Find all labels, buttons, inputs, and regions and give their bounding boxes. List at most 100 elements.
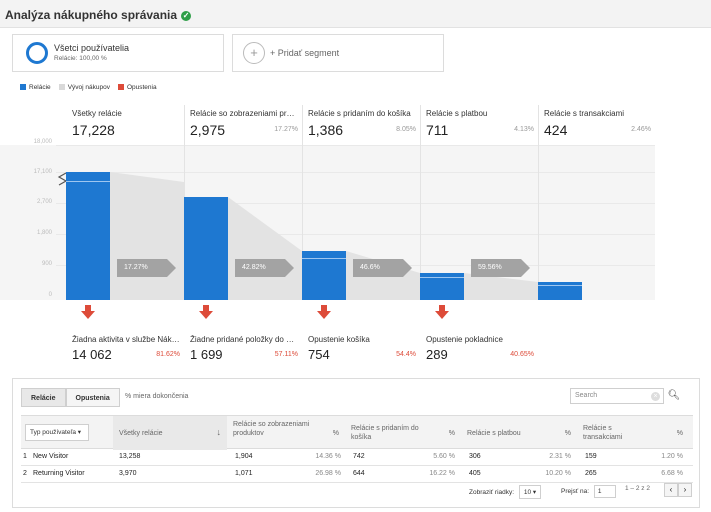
rows-label: Zobraziť riadky:: [469, 489, 515, 496]
cell-transactions: 159: [585, 453, 597, 460]
dropoff-arrow-icon: [199, 305, 213, 319]
col-header-payment[interactable]: Relácie s platbou: [467, 430, 521, 437]
legend-swatch: [58, 84, 65, 90]
step-value: 17,228: [72, 122, 115, 138]
row-user-type[interactable]: Returning Visitor: [33, 470, 85, 477]
flow-band: [110, 172, 184, 300]
col-header-views[interactable]: Relácie so zobrazeniami produktov: [233, 421, 310, 437]
bar-transactions[interactable]: [538, 282, 582, 300]
step-value: 2,975: [190, 122, 226, 138]
goto-page: Prejsť na: 1: [561, 485, 616, 498]
col-header-transactions[interactable]: Relácie s transakciami: [583, 425, 623, 441]
bar-product-views[interactable]: [184, 197, 228, 300]
funnel-step-transaction: Relácie s transakciami 424 2.46%: [538, 105, 655, 145]
funnel-step-payment: Relácie s platbou 711 4.13%: [420, 105, 538, 145]
dropoff-arrow-icon: [435, 305, 449, 319]
bar-split: [538, 285, 582, 286]
step-pct: 17.27%: [274, 126, 298, 133]
col-header-cart[interactable]: Relácie s pridaním do košíka: [351, 425, 419, 441]
clear-search-icon[interactable]: ×: [651, 392, 660, 401]
search-icon[interactable]: 🔍︎: [667, 390, 681, 401]
col-header-pct[interactable]: %: [564, 430, 571, 437]
y-tick-label: 17,100: [33, 169, 52, 175]
legend-item-abandon: Opustenia: [117, 84, 157, 91]
axis-break-icon: [57, 172, 68, 186]
legend-item-sessions: Relácie: [20, 84, 51, 91]
dropoff-arrow-icon: [317, 305, 331, 319]
add-segment-button[interactable]: + Pridať segment: [232, 34, 444, 72]
cell-payment: 306: [469, 453, 481, 460]
dropoff-checkout-abandon[interactable]: Opustenie pokladnice 289 40.65%: [420, 325, 538, 369]
prev-page-icon[interactable]: ‹: [664, 483, 678, 497]
goto-label: Prejsť na:: [561, 488, 590, 495]
dropoff-value: 1 699: [190, 347, 223, 362]
dropoff-pct: 57.11%: [274, 351, 298, 358]
dimension-select[interactable]: Typ používateľa ▾: [25, 424, 89, 441]
add-segment-label: + Pridať segment: [270, 48, 340, 58]
verified-check-icon: ✓: [181, 11, 192, 21]
cell-cart: 742: [353, 453, 365, 460]
dropoff-no-activity[interactable]: Žiadna aktivita v službe Nák… 14 062 81.…: [66, 325, 184, 369]
goto-input[interactable]: 1: [593, 485, 616, 498]
col-header-all-sessions[interactable]: Všetky relácie ↓: [113, 416, 227, 450]
col-header-pct[interactable]: %: [448, 430, 455, 437]
bar-all-sessions[interactable]: [66, 172, 110, 300]
step-label: Všetky relácie: [72, 109, 122, 118]
dropoff-label: Žiadne pridané položky do …: [190, 335, 295, 344]
cell-payment-pct: 10.20 %: [545, 470, 571, 477]
cell-cart-pct: 5.60 %: [433, 453, 455, 460]
funnel-step-cart: Relácie s pridaním do košíka 1,386 8.05%: [302, 105, 420, 145]
step-label: Relácie s pridaním do košíka: [308, 109, 411, 118]
header-bar: Analýza nákupného správania ✓: [0, 0, 711, 28]
legend-swatch: [20, 84, 26, 90]
column-divider: [538, 105, 539, 300]
table-row[interactable]: 2 Returning Visitor 3,970 1,071 26.98 % …: [21, 466, 693, 483]
next-page-icon[interactable]: ›: [678, 483, 692, 497]
pagination: ‹ ›: [664, 483, 692, 497]
cell-cart-pct: 16.22 %: [429, 470, 455, 477]
table-tabs: Relácie Opustenia: [21, 388, 120, 407]
dropoff-no-cart[interactable]: Žiadne pridané položky do … 1 699 57.11%: [184, 325, 302, 369]
flow-rate-arrow: 46.6%: [353, 259, 412, 277]
dropoff-pct: 40.65%: [510, 351, 534, 358]
cell-transactions: 265: [585, 470, 597, 477]
search-placeholder: Search: [575, 392, 598, 399]
dropoff-cart-abandon[interactable]: Opustenie košíka 754 54.4%: [302, 325, 420, 369]
step-pct: 2.46%: [631, 126, 651, 133]
dropoff-value: 14 062: [72, 347, 112, 362]
cell-payment-pct: 2.31 %: [549, 453, 571, 460]
segment-ring-icon: [26, 42, 48, 64]
dropoff-pct: 54.4%: [396, 351, 416, 358]
flow-band: [228, 197, 302, 300]
completion-rate-link[interactable]: % miera dokončenia: [125, 393, 189, 400]
search-input[interactable]: Search ×: [570, 388, 664, 404]
cell-all: 3,970: [119, 470, 137, 477]
sort-down-icon: ↓: [216, 427, 222, 437]
gridline: [56, 203, 655, 204]
dropoff-value: 289: [426, 347, 448, 362]
cell-views: 1,071: [235, 470, 253, 477]
table-row[interactable]: 1 New Visitor 13,258 1,904 14.36 % 742 5…: [21, 449, 693, 466]
tab-sessions[interactable]: Relácie: [21, 388, 66, 407]
bar-add-to-cart[interactable]: [302, 251, 346, 300]
col-header-pct[interactable]: %: [676, 430, 683, 437]
cell-views: 1,904: [235, 453, 253, 460]
tab-abandonment[interactable]: Opustenia: [65, 388, 120, 407]
dropoff-label: Opustenie košíka: [308, 335, 370, 344]
bar-split: [302, 258, 346, 259]
row-user-type[interactable]: New Visitor: [33, 453, 69, 460]
gridline: [56, 234, 655, 235]
page-range: 1 – 2 z 2: [625, 485, 650, 492]
rows-select[interactable]: 10 ▾: [518, 485, 542, 499]
col-header-pct[interactable]: %: [332, 430, 339, 437]
step-label: Relácie s transakciami: [544, 109, 625, 118]
row-index: 2: [23, 470, 27, 477]
dropoff-arrow-icon: [81, 305, 95, 319]
segment-all-users[interactable]: Všetci používatelia Relácie: 100,00 %: [12, 34, 224, 72]
y-tick-label: 18,000: [33, 139, 52, 145]
cell-payment: 405: [469, 470, 481, 477]
step-label: Relácie s platbou: [426, 109, 488, 118]
column-divider: [302, 105, 303, 300]
cell-transactions-pct: 6.68 %: [661, 470, 683, 477]
step-value: 424: [544, 122, 568, 138]
